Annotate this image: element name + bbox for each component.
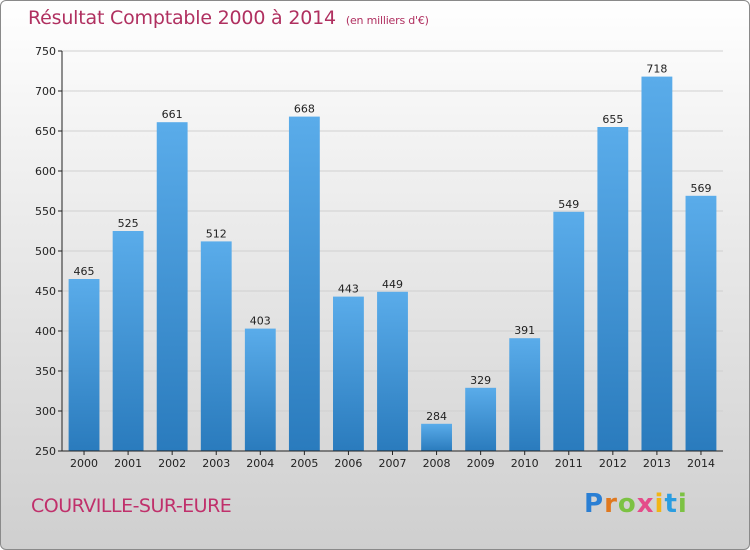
- y-tick-label: 400: [35, 325, 56, 338]
- bar-value-label: 449: [382, 278, 403, 291]
- x-tick-label: 2005: [290, 457, 318, 470]
- x-tick-label: 2001: [114, 457, 142, 470]
- bar-value-label: 391: [514, 324, 535, 337]
- bar-value-label: 465: [74, 265, 95, 278]
- x-tick-label: 2009: [467, 457, 495, 470]
- bars: [68, 76, 717, 451]
- bar-value-label: 655: [602, 113, 623, 126]
- y-tick-label: 600: [35, 165, 56, 178]
- x-tick-label: 2010: [511, 457, 539, 470]
- y-tick-label: 450: [35, 285, 56, 298]
- y-tick-label: 550: [35, 205, 56, 218]
- y-tick-label: 350: [35, 365, 56, 378]
- y-axis-ticks: 250 300 350 400 450 500 550 600 650 700 750: [35, 45, 62, 458]
- x-tick-label: 2011: [555, 457, 583, 470]
- x-tick-label: 2006: [334, 457, 362, 470]
- chart-unit: (en milliers d'€): [345, 14, 429, 27]
- bar: [200, 241, 232, 451]
- bar-value-label: 661: [162, 108, 183, 121]
- y-tick-label: 750: [35, 45, 56, 58]
- x-tick-label: 2002: [158, 457, 186, 470]
- bar: [244, 328, 276, 451]
- bar: [597, 127, 629, 451]
- bar: [112, 231, 144, 451]
- x-tick-label: 2008: [423, 457, 451, 470]
- x-tick-label: 2000: [70, 457, 98, 470]
- bar: [465, 387, 497, 451]
- bar-value-label: 403: [250, 315, 271, 328]
- bar: [377, 291, 408, 451]
- y-tick-label: 300: [35, 405, 56, 418]
- y-tick-label: 700: [35, 85, 56, 98]
- bar-value-label: 443: [338, 283, 359, 296]
- x-tick-label: 2003: [202, 457, 230, 470]
- bar-value-label: 512: [206, 227, 227, 240]
- bar-value-label: 284: [426, 410, 447, 423]
- bar-value-label: 569: [690, 182, 711, 195]
- proxiti-logo: Proxiti: [584, 489, 688, 519]
- bar-value-label: 718: [646, 63, 667, 76]
- bar: [288, 116, 320, 451]
- bar-value-label: 525: [118, 217, 139, 230]
- y-tick-label: 500: [35, 245, 56, 258]
- bar: [553, 211, 585, 451]
- bar: [685, 195, 717, 451]
- place-name: COURVILLE-SUR-EURE: [31, 495, 232, 517]
- bar-value-label: 668: [294, 103, 315, 116]
- bar: [333, 296, 364, 451]
- x-tick-label: 2014: [687, 457, 715, 470]
- x-tick-label: 2007: [379, 457, 407, 470]
- bar: [641, 76, 673, 451]
- chart-title: Résultat Comptable 2000 à 2014 (en millie…: [28, 7, 429, 29]
- value-labels: 465 525 661 512 403 668 443 449 284 329 391 549 655 7…: [74, 63, 712, 423]
- bar: [156, 122, 188, 451]
- bar-value-label: 549: [558, 198, 579, 211]
- bar: [421, 423, 452, 451]
- y-tick-label: 650: [35, 125, 56, 138]
- x-tick-label: 2012: [599, 457, 627, 470]
- x-axis-ticks: 2000 2001 2002 2003 2004 2005 2006 2007 2008 2009…: [70, 451, 715, 470]
- bar: [509, 338, 541, 451]
- bar: [68, 279, 100, 451]
- x-tick-label: 2004: [246, 457, 274, 470]
- y-tick-label: 250: [35, 445, 56, 458]
- x-tick-label: 2013: [643, 457, 671, 470]
- bar-value-label: 329: [470, 374, 491, 387]
